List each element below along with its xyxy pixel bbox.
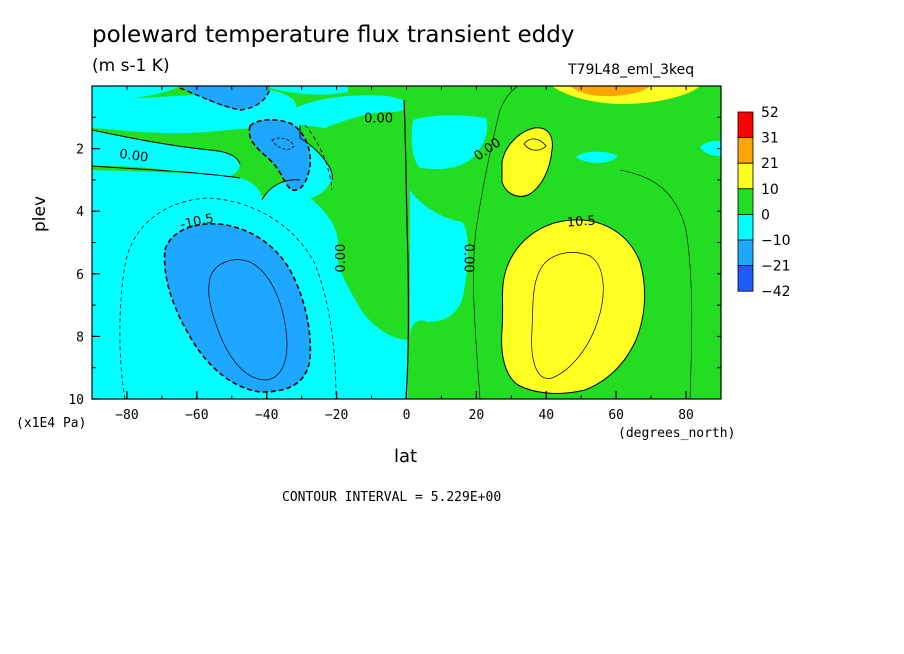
contour-north-yellow-upper [501,127,553,197]
fill-south-blue-lower [164,223,311,392]
colorbar-label: 10 [761,182,779,198]
colorbar-label: −10 [761,233,791,249]
x-tick-label: −80 [115,408,138,423]
contour-dashed-top-left [179,87,271,111]
contour-label: 0.00 [460,244,475,273]
y-tick-label: 2 [76,143,84,158]
contour-dashed-inner-south [163,222,312,393]
y-tick-label: 10 [68,393,84,408]
fill-top-orange [570,86,650,97]
y-tick-label: 4 [76,205,84,220]
contour-north-outer [473,86,693,399]
contour-dashed-outer-south [119,124,337,399]
fill-equator-cyan [410,190,468,335]
axes-layer: −80 −60 −40 −20 0 20 40 60 80 2 4 6 8 10 [68,85,722,423]
contour-north-core [531,252,604,379]
y-tick-label: 6 [76,268,84,283]
x-tick-label: 0 [403,408,411,423]
x-tick-label: −40 [255,408,278,423]
contour-dashed-upper-south [248,118,312,192]
dataset-name: T79L48_eml_3keq [568,62,695,78]
colorbar-label: 52 [761,105,779,121]
colorbar-swatch [737,265,754,292]
x-axis-unit: (degrees_north) [618,426,736,441]
x-axis-label: lat [394,446,418,467]
contour-north-small-loop [523,138,547,151]
x-tick-label: 40 [538,408,554,423]
contour-label-text: 10.5 [566,214,596,231]
contour-zero-equator [403,99,409,399]
colorbar-swatch [737,239,754,267]
contour-zero-south [92,125,333,201]
y-tick-label: 8 [76,330,84,345]
x-tick-label: 60 [608,408,624,423]
colorbar-label: 0 [761,207,770,223]
colorbar: 52 31 21 10 0 −10 −21 −42 [737,105,791,300]
contour-label-text: 0.00 [118,147,149,166]
contour-small-dashed-loop [271,137,295,150]
colorbar-swatch [737,111,754,139]
x-tick-label: 20 [469,408,485,423]
contour-lines [92,86,693,399]
contour-north-yellow [501,219,646,394]
colorbar-label: −42 [761,284,791,300]
contour-label-text: 0.00 [460,244,475,273]
x-tick-label: −60 [185,408,208,423]
colorbar-swatch [737,162,754,190]
fill-north-yellow-upper [502,127,553,197]
fill-north-upper-cyan [411,115,488,170]
contour-label-text: -10.5 [179,211,215,233]
colorbar-label: 31 [761,131,779,147]
contour-label: 0.00 [364,111,393,126]
colorbar-label: 21 [761,156,779,172]
chart-title: poleward temperature flux transient eddy [92,22,575,48]
filled-contours [92,86,721,399]
fill-small-cyan-a [576,151,618,163]
contour-label: 0.00 [334,244,349,273]
y-axis-unit: (x1E4 Pa) [16,416,87,431]
fill-north-yellow-lower [501,219,645,394]
fill-small-cyan-b [700,140,721,156]
contour-label-text: 0.00 [364,111,393,126]
contour-label-text: 0.00 [334,244,349,273]
contour-label: -10.5 [179,211,215,233]
contour-label: 0.00 [118,147,149,166]
colorbar-swatch [737,137,754,164]
contour-interval: CONTOUR INTERVAL = 5.229E+00 [282,490,502,505]
colorbar-swatch [737,213,754,241]
contour-thin-south-core [208,259,288,381]
colorbar-label: −21 [761,259,791,275]
colorbar-swatch [737,188,754,215]
x-tick-label: 80 [678,408,694,423]
fill-south-blue-upper [249,119,311,191]
chart-units: (m s-1 K) [92,56,170,76]
contour-label: 10.5 [566,214,596,231]
x-tick-label: −20 [325,408,348,423]
fill-top-blue [180,86,270,110]
